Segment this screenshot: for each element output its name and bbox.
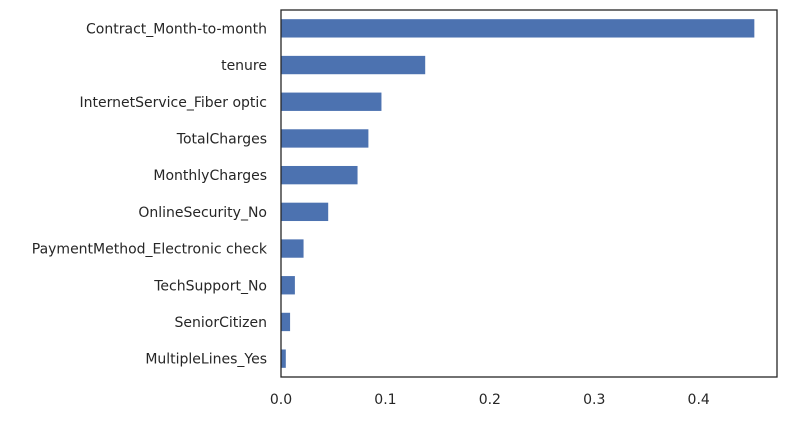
bar-1 — [281, 55, 426, 75]
bar-3 — [281, 129, 369, 148]
bar-5 — [281, 202, 329, 222]
x-tick-label: 0.0 — [270, 392, 292, 408]
y-tick-label: TechSupport_No — [153, 278, 267, 294]
x-tick-label: 0.4 — [688, 392, 710, 408]
y-tick-label: tenure — [221, 58, 267, 74]
y-tick-label: MonthlyCharges — [153, 168, 267, 184]
y-tick-label: MultipleLines_Yes — [145, 352, 267, 368]
x-tick-label: 0.2 — [479, 392, 501, 408]
bar-9 — [281, 349, 286, 368]
bars-layer — [281, 19, 755, 368]
axes-frame — [280, 9, 778, 378]
x-tick-label: 0.3 — [583, 392, 605, 408]
y-tick-label: InternetService_Fiber optic — [80, 95, 268, 111]
bar-6 — [281, 239, 304, 258]
bar-7 — [281, 276, 295, 295]
y-tick-label: PaymentMethod_Electronic check — [32, 242, 268, 258]
bar-2 — [281, 92, 382, 111]
x-tick-label: 0.1 — [374, 392, 396, 408]
y-tick-label: OnlineSecurity_No — [138, 205, 267, 221]
y-tick-label: TotalCharges — [176, 131, 267, 147]
bar-4 — [281, 165, 358, 185]
y-tick-label: Contract_Month-to-month — [86, 21, 267, 37]
x-tick-labels: 0.0 0.1 0.2 0.3 0.4 — [270, 392, 710, 408]
bar-8 — [281, 312, 291, 332]
bar-0 — [281, 19, 755, 38]
y-tick-label: SeniorCitizen — [175, 315, 267, 331]
